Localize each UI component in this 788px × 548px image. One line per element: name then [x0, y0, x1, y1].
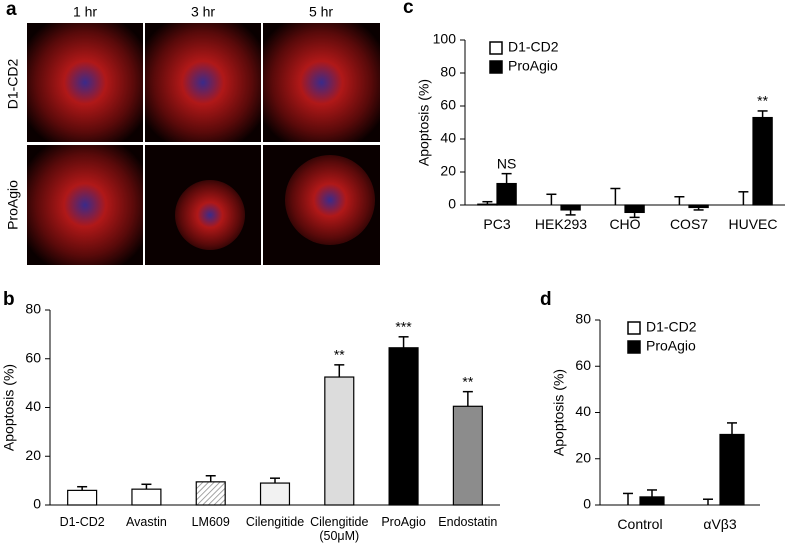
legend-swatch: [627, 340, 641, 354]
bar: [752, 116, 773, 206]
x-tick-label: ProAgio: [381, 515, 426, 529]
y-tick-label: 40: [575, 403, 591, 419]
micrograph: [145, 23, 261, 142]
x-tick-label: Cilengitide: [245, 515, 305, 529]
y-tick-label: 20: [25, 447, 41, 463]
y-tick-label: 60: [440, 97, 456, 113]
panel-label: a: [6, 0, 17, 20]
x-tick-label: Control: [617, 516, 663, 532]
y-tick-label: 80: [440, 64, 456, 80]
y-tick-label: 60: [575, 357, 591, 373]
y-tick-label: 80: [575, 311, 591, 327]
micrograph: [27, 145, 143, 265]
legend-label: ProAgio: [646, 338, 696, 354]
image-panel: a 1 hr 3 hr 5 hr D1-CD2 ProAgio: [5, 0, 380, 265]
x-tick-label: Endostatin: [438, 515, 498, 529]
bar: [452, 405, 483, 506]
bar: [259, 482, 291, 506]
y-axis-label: Apoptosis (%): [1, 364, 17, 451]
x-tick-label: COS7: [669, 216, 709, 232]
x-tick-label: Avastin: [126, 515, 167, 529]
legend-swatch: [489, 60, 503, 74]
significance-label: NS: [497, 155, 516, 171]
panel-label: d: [540, 289, 552, 310]
x-tick-label: CHO: [609, 216, 641, 232]
cell-shape: [175, 180, 245, 250]
bar: [639, 496, 665, 506]
column-label: 5 hr: [309, 4, 333, 20]
column-label: 1 hr: [73, 4, 97, 20]
panel-label: b: [3, 289, 15, 310]
bar: [688, 204, 709, 209]
x-tick-label: PC3: [483, 216, 511, 232]
y-tick-label: 0: [33, 496, 41, 512]
legend-label: ProAgio: [508, 58, 558, 74]
bar: [324, 376, 355, 506]
cell-shape: [285, 155, 375, 245]
legend-label: D1-CD2: [646, 319, 697, 335]
significance-label: **: [334, 347, 345, 363]
x-tick-label: αVβ3: [703, 516, 737, 532]
y-tick-label: 40: [440, 130, 456, 146]
micrograph: [263, 23, 380, 142]
y-tick-label: 80: [25, 301, 41, 317]
bar: [560, 204, 581, 211]
bar: [131, 488, 162, 506]
x-tick-label: D1-CD2: [59, 515, 105, 529]
row-label: D1-CD2: [5, 59, 21, 110]
y-tick-label: 20: [440, 163, 456, 179]
panel-label: c: [403, 0, 414, 18]
significance-label: **: [462, 373, 473, 389]
column-label: 3 hr: [191, 4, 215, 20]
y-tick-label: 0: [448, 196, 456, 212]
x-tick-label: LM609: [191, 515, 230, 529]
bar: [388, 347, 419, 506]
y-tick-label: 40: [25, 398, 41, 414]
y-axis-label: Apoptosis (%): [416, 79, 432, 166]
significance-label: **: [757, 93, 768, 109]
row-label: ProAgio: [5, 180, 21, 230]
y-tick-label: 20: [575, 449, 591, 465]
significance-label: ***: [395, 319, 412, 335]
x-tick-label: Cilengitide (50μM): [310, 515, 369, 543]
bar: [67, 489, 98, 506]
y-tick-label: 100: [433, 31, 457, 47]
y-axis-label: Apoptosis (%): [551, 369, 567, 456]
y-tick-label: 0: [583, 496, 591, 512]
legend-swatch: [489, 41, 503, 55]
x-tick-label: HEK293: [534, 216, 588, 232]
bar: [195, 481, 226, 506]
legend-label: D1-CD2: [508, 39, 559, 55]
legend-swatch: [627, 321, 641, 335]
bar: [719, 433, 745, 506]
bar: [496, 182, 517, 206]
bar: [624, 204, 645, 214]
micrograph: [27, 23, 143, 142]
bar: [477, 203, 498, 206]
x-tick-label: HUVEC: [728, 216, 778, 232]
y-tick-label: 60: [25, 349, 41, 365]
